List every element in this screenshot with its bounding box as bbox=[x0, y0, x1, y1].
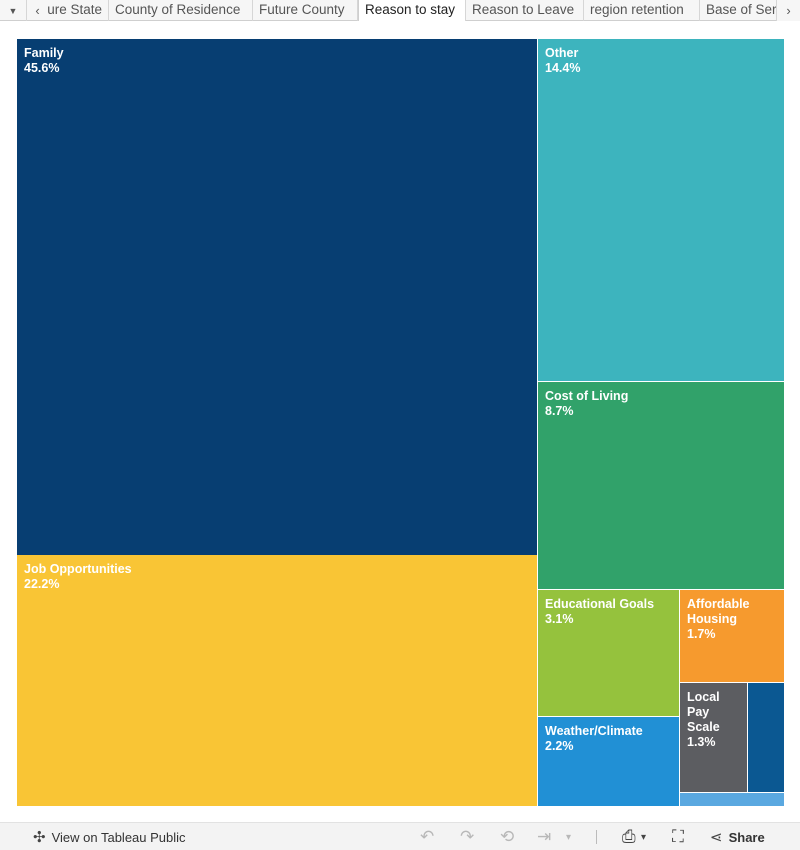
treemap-label-other: Other 14.4% bbox=[545, 46, 580, 76]
fullscreen-icon[interactable]: ⛶ bbox=[672, 827, 684, 846]
treemap-value-educational-goals: 3.1% bbox=[545, 612, 574, 626]
revert-icon[interactable]: ⟲ bbox=[500, 827, 515, 846]
tab-future-county[interactable]: Future County bbox=[253, 0, 358, 21]
share-icon: ⋖ bbox=[710, 829, 723, 846]
treemap-value-affordable-housing: 1.7% bbox=[687, 627, 716, 641]
treemap-name-local-pay-scale: Local Pay Scale bbox=[687, 690, 720, 734]
download-dropdown-icon[interactable]: ▾ bbox=[641, 831, 647, 843]
tab-county-of-residence[interactable]: County of Residence bbox=[109, 0, 253, 21]
treemap-name-cost-of-living: Cost of Living bbox=[545, 389, 629, 403]
treemap-cell-affordable-housing[interactable]: Affordable Housing 1.7% bbox=[680, 590, 784, 682]
treemap-value-weather-climate: 2.2% bbox=[545, 739, 574, 753]
treemap-value-other: 14.4% bbox=[545, 61, 581, 75]
treemap-cell-educational-goals[interactable]: Educational Goals 3.1% bbox=[538, 590, 679, 716]
treemap-label-job-opportunities: Job Opportunities 22.2% bbox=[24, 562, 132, 592]
tab-reason-to-stay[interactable]: Reason to stay bbox=[358, 0, 466, 21]
view-on-tableau-label: View on Tableau Public bbox=[51, 829, 186, 845]
treemap-label-local-pay-scale: Local Pay Scale 1.3% bbox=[687, 690, 720, 750]
treemap-cell-weather-climate[interactable]: Weather/Climate 2.2% bbox=[538, 717, 679, 806]
treemap-value-family: 45.6% bbox=[24, 61, 60, 75]
treemap-label-weather-climate: Weather/Climate 2.2% bbox=[545, 724, 643, 754]
tab-scroll-right-icon[interactable]: › bbox=[776, 0, 800, 21]
tab-reason-to-leave[interactable]: Reason to Leave bbox=[466, 0, 584, 21]
treemap-value-local-pay-scale: 1.3% bbox=[687, 735, 716, 749]
refresh-dropdown-icon[interactable]: ▾ bbox=[566, 831, 572, 843]
treemap-cell-cost-of-living[interactable]: Cost of Living 8.7% bbox=[538, 382, 784, 589]
footer-toolbar: ✣ View on Tableau Public ↶ ↷ ⟲ ⇥ ▾ ⎙ ▾ ⛶… bbox=[0, 822, 800, 850]
tab-scroll-left-icon[interactable]: ‹ bbox=[26, 0, 48, 21]
treemap-chart: Family 45.6% Job Opportunities 22.2% Other 14… bbox=[17, 39, 784, 806]
treemap-name-weather-climate: Weather/Climate bbox=[545, 724, 643, 738]
share-label: Share bbox=[728, 829, 765, 845]
treemap-name-job-opportunities: Job Opportunities bbox=[24, 562, 132, 576]
treemap-label-affordable-housing: Affordable Housing 1.7% bbox=[687, 597, 750, 642]
treemap-name-educational-goals: Educational Goals bbox=[545, 597, 655, 611]
treemap-value-cost-of-living: 8.7% bbox=[545, 404, 574, 418]
treemap-cell-job-opportunities[interactable]: Job Opportunities 22.2% bbox=[17, 555, 537, 806]
download-icon[interactable]: ⎙ bbox=[622, 827, 636, 846]
undo-icon[interactable]: ↶ bbox=[420, 827, 435, 846]
treemap-label-family: Family 45.6% bbox=[24, 46, 64, 76]
toolbar-divider bbox=[596, 830, 597, 844]
treemap-name-family: Family bbox=[24, 46, 64, 60]
treemap-cell-local-pay-scale[interactable]: Local Pay Scale 1.3% bbox=[680, 683, 747, 792]
treemap-name-affordable-housing: Affordable Housing bbox=[687, 597, 750, 626]
tableau-logo-icon: ✣ bbox=[33, 829, 46, 846]
view-on-tableau-button[interactable]: ✣ View on Tableau Public bbox=[33, 823, 186, 850]
treemap-label-educational-goals: Educational Goals 3.1% bbox=[545, 597, 654, 627]
treemap-cell-other[interactable]: Other 14.4% bbox=[538, 39, 784, 381]
redo-icon[interactable]: ↷ bbox=[460, 827, 475, 846]
treemap-value-job-opportunities: 22.2% bbox=[24, 577, 60, 591]
tab-menu-icon[interactable]: ▼ bbox=[8, 5, 18, 16]
treemap-cell-family[interactable]: Family 45.6% bbox=[17, 39, 537, 555]
treemap-label-cost-of-living: Cost of Living 8.7% bbox=[545, 389, 628, 419]
tab-region-retention[interactable]: region retention bbox=[584, 0, 700, 21]
treemap-cell-unlabeled-8[interactable] bbox=[748, 683, 784, 792]
treemap-name-other: Other bbox=[545, 46, 579, 60]
treemap-cell-unlabeled-9[interactable] bbox=[680, 793, 784, 806]
refresh-icon[interactable]: ⇥ bbox=[537, 827, 552, 846]
share-button[interactable]: ⋖ Share bbox=[710, 823, 765, 850]
tab-future-state[interactable]: Future State bbox=[48, 0, 109, 21]
tab-base-of-service[interactable]: Base of Service bbox=[700, 0, 776, 21]
